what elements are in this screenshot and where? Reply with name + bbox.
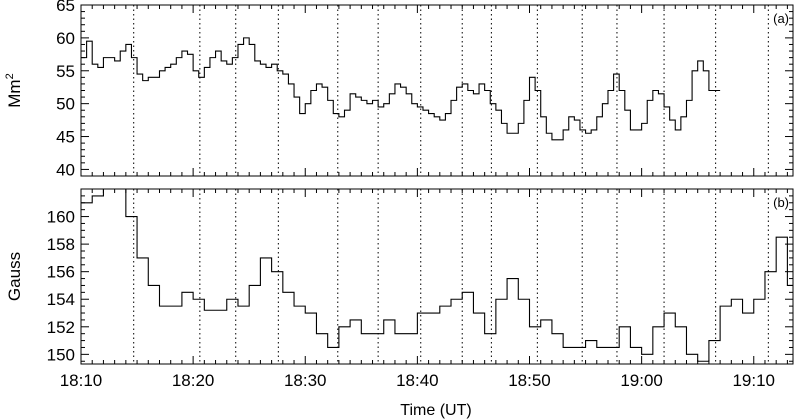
y-tick-label: 154 bbox=[47, 290, 75, 309]
y-tick-label: 50 bbox=[56, 95, 75, 114]
plot-frame bbox=[80, 188, 794, 365]
y-tick-label: 152 bbox=[47, 318, 75, 337]
panel-label: (a) bbox=[773, 11, 789, 26]
y-tick-label: 156 bbox=[47, 263, 75, 282]
y-axis-label-superscript: 2 bbox=[4, 73, 16, 79]
x-tick-label: 19:00 bbox=[620, 371, 663, 390]
plot-frame bbox=[80, 4, 794, 177]
y-axis-label: Gauss bbox=[5, 252, 24, 301]
panel-b: 150 152 154 156 158 160 18:10 18:20 18:30 18:40 18… bbox=[5, 188, 794, 390]
y-tick-label: 150 bbox=[47, 345, 75, 364]
series-line bbox=[81, 37, 721, 141]
series-line bbox=[81, 189, 793, 362]
y-tick-label: 65 bbox=[56, 0, 75, 15]
x-axis-label: Time (UT) bbox=[400, 402, 471, 419]
panel-label: (b) bbox=[773, 195, 789, 210]
y-tick-label: 55 bbox=[56, 62, 75, 81]
panel-a: 40 45 50 55 60 65 (a) Mm2 bbox=[4, 0, 794, 179]
x-tick-label: 18:50 bbox=[508, 371, 551, 390]
x-tick-label: 18:40 bbox=[396, 371, 439, 390]
x-tick-label: 18:30 bbox=[284, 371, 327, 390]
y-tick-label: 158 bbox=[47, 235, 75, 254]
y-tick-label: 40 bbox=[56, 160, 75, 179]
x-tick-label: 18:10 bbox=[60, 371, 103, 390]
x-tick-label: 18:20 bbox=[172, 371, 215, 390]
y-tick-label: 45 bbox=[56, 128, 75, 147]
y-axis-label: Mm2 bbox=[4, 73, 24, 107]
y-tick-label: 160 bbox=[47, 208, 75, 227]
x-tick-label: 19:10 bbox=[732, 371, 775, 390]
y-tick-label: 60 bbox=[56, 29, 75, 48]
